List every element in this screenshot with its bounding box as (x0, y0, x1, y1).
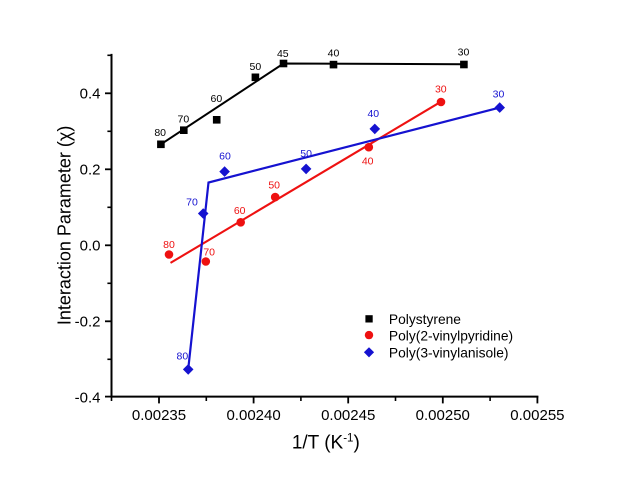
svg-text:70: 70 (203, 246, 215, 258)
svg-text:40: 40 (367, 108, 379, 120)
svg-text:1/T (K-1): 1/T (K-1) (292, 433, 360, 454)
svg-text:Polystyrene: Polystyrene (389, 312, 461, 327)
svg-text:-0.4: -0.4 (75, 390, 101, 407)
svg-text:30: 30 (458, 47, 470, 59)
svg-text:60: 60 (211, 93, 223, 105)
svg-text:0.2: 0.2 (80, 162, 101, 179)
svg-text:50: 50 (268, 179, 280, 191)
svg-text:80: 80 (177, 350, 189, 362)
svg-text:-0.2: -0.2 (75, 314, 101, 331)
svg-text:0.4: 0.4 (80, 86, 101, 103)
svg-text:Poly(2-vinylpyridine): Poly(2-vinylpyridine) (389, 328, 513, 343)
svg-text:0.0: 0.0 (80, 238, 101, 255)
svg-text:0.00235: 0.00235 (132, 407, 186, 424)
svg-text:0.00245: 0.00245 (321, 407, 375, 424)
svg-text:50: 50 (300, 148, 312, 160)
svg-text:40: 40 (328, 48, 340, 60)
svg-text:30: 30 (435, 84, 447, 96)
svg-text:Poly(3-vinylanisole): Poly(3-vinylanisole) (389, 345, 509, 360)
svg-text:Interaction Parameter (χ): Interaction Parameter (χ) (55, 126, 75, 326)
svg-text:0.00255: 0.00255 (510, 407, 564, 424)
svg-text:80: 80 (163, 239, 175, 251)
svg-text:80: 80 (154, 127, 166, 139)
svg-text:45: 45 (277, 48, 289, 60)
svg-text:70: 70 (186, 196, 198, 208)
svg-text:50: 50 (250, 61, 262, 73)
svg-text:0.00250: 0.00250 (416, 407, 470, 424)
svg-text:60: 60 (234, 205, 246, 217)
svg-text:30: 30 (493, 89, 505, 101)
svg-text:60: 60 (219, 150, 231, 162)
svg-text:0.00240: 0.00240 (226, 407, 280, 424)
svg-text:70: 70 (178, 113, 190, 125)
svg-text:40: 40 (362, 156, 374, 168)
